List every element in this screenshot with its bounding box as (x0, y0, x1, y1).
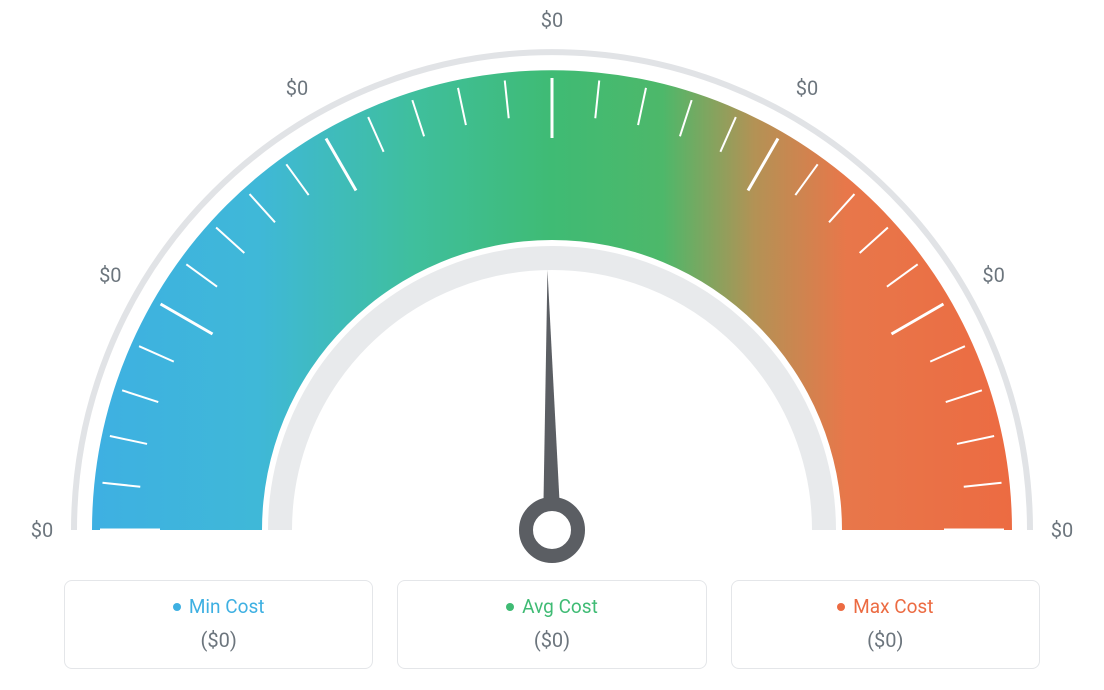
legend-title-min: Min Cost (189, 595, 265, 618)
legend-row: Min Cost ($0) Avg Cost ($0) Max Cost ($0… (32, 580, 1072, 689)
legend-title-max: Max Cost (853, 595, 933, 618)
gauge-scale-label: $0 (982, 263, 1004, 287)
legend-title-row: Min Cost (173, 595, 265, 618)
gauge-scale-label: $0 (99, 263, 121, 287)
gauge-scale-label: $0 (796, 76, 818, 100)
legend-dot-max (837, 603, 845, 611)
legend-value-min: ($0) (201, 628, 237, 652)
legend-dot-avg (506, 603, 514, 611)
cost-gauge-container: $0 $0 $0 $0 $0 $0 $0 Min Cost ($0) Avg Cost ($… (0, 0, 1104, 690)
gauge-scale-label: $0 (286, 76, 308, 100)
legend-card-min: Min Cost ($0) (64, 580, 373, 669)
gauge-svg (0, 0, 1104, 570)
legend-value-max: ($0) (867, 628, 903, 652)
gauge-scale-label: $0 (1051, 518, 1073, 542)
gauge-area: $0 $0 $0 $0 $0 $0 $0 (0, 0, 1104, 570)
gauge-scale-label: $0 (541, 8, 563, 32)
legend-title-avg: Avg Cost (522, 595, 598, 618)
legend-card-avg: Avg Cost ($0) (397, 580, 706, 669)
legend-title-row: Avg Cost (506, 595, 598, 618)
gauge-scale-label: $0 (31, 518, 53, 542)
legend-dot-min (173, 603, 181, 611)
legend-value-avg: ($0) (534, 628, 570, 652)
legend-card-max: Max Cost ($0) (731, 580, 1040, 669)
legend-title-row: Max Cost (837, 595, 933, 618)
